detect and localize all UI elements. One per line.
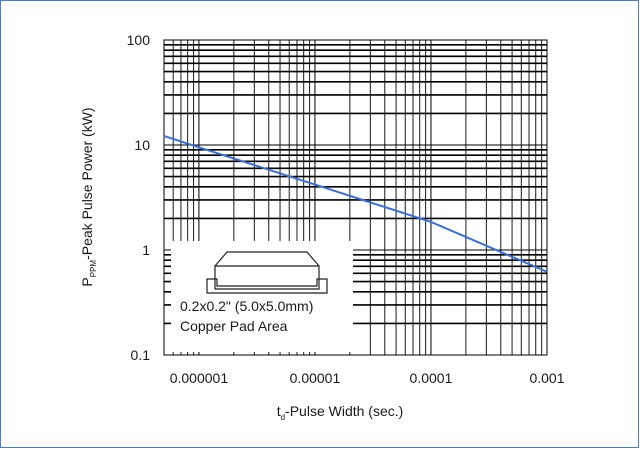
x-tick-label: 0.000001 — [170, 370, 229, 386]
y-tick-label: 1 — [142, 242, 150, 258]
x-tick-labels: 0.000001 0.00001 0.0001 0.001 — [170, 370, 565, 386]
x-tick-label: 0.001 — [529, 370, 564, 386]
annotation-line-2: Copper Pad Area — [180, 318, 288, 334]
plot-area-border — [163, 39, 548, 356]
y-tick-labels: 0.1 1 10 100 — [127, 32, 151, 363]
smd-package-icon — [206, 251, 328, 294]
x-tick-label: 0.0001 — [410, 370, 453, 386]
series-layer — [163, 134, 548, 273]
y-axis-label: PPPM-Peak Pulse Power (kW) — [79, 107, 98, 286]
copper-pad-annotation: 0.2x0.2" (5.0x5.0mm) Copper Pad Area — [171, 241, 353, 352]
annotation-background — [171, 241, 353, 352]
y-tick-label: 0.1 — [131, 347, 151, 363]
y-tick-label: 100 — [127, 32, 151, 48]
series-line — [163, 134, 548, 273]
x-axis-label: td-Pulse Width (sec.) — [277, 403, 404, 422]
y-tick-label: 10 — [134, 137, 150, 153]
annotation-line-1: 0.2x0.2" (5.0x5.0mm) — [180, 298, 313, 314]
x-tick-label: 0.00001 — [290, 370, 341, 386]
